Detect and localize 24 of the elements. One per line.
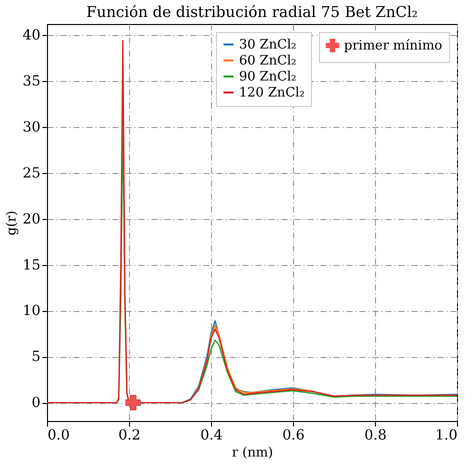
legend-label: 60 ZnCl₂ xyxy=(239,54,296,68)
line-series xyxy=(190,324,314,401)
x-tick-label: 0.2 xyxy=(118,428,141,444)
legend-label: 30 ZnCl₂ xyxy=(239,38,296,52)
y-tick-label: 10 xyxy=(22,303,40,320)
y-tick-label: 20 xyxy=(22,211,40,228)
x-tick-label: 0.4 xyxy=(200,428,223,444)
y-tick-label: 35 xyxy=(22,73,40,90)
x-tick-label: 1.0 xyxy=(435,428,458,444)
x-tick-label: 0.6 xyxy=(282,428,305,444)
x-tick-label: 0.8 xyxy=(364,428,387,444)
y-tick-label: 5 xyxy=(32,349,40,366)
y-tick-label: 0 xyxy=(32,395,40,412)
x-axis-title: r (nm) xyxy=(232,446,274,460)
x-tick-label: 0.0 xyxy=(48,428,70,444)
y-axis-title: g(r) xyxy=(4,210,20,236)
chart-title: Función de distribución radial 75 Bet ZnCl₂ xyxy=(86,3,418,21)
y-tick-label: 30 xyxy=(22,119,40,136)
y-tick-label: 15 xyxy=(22,257,40,274)
y-tick-label: 40 xyxy=(22,28,40,44)
y-tick-label: 25 xyxy=(22,165,40,182)
legend-label: 120 ZnCl₂ xyxy=(239,86,305,100)
legend-label: 90 ZnCl₂ xyxy=(239,70,296,84)
legend-label: primer mínimo xyxy=(344,38,442,54)
